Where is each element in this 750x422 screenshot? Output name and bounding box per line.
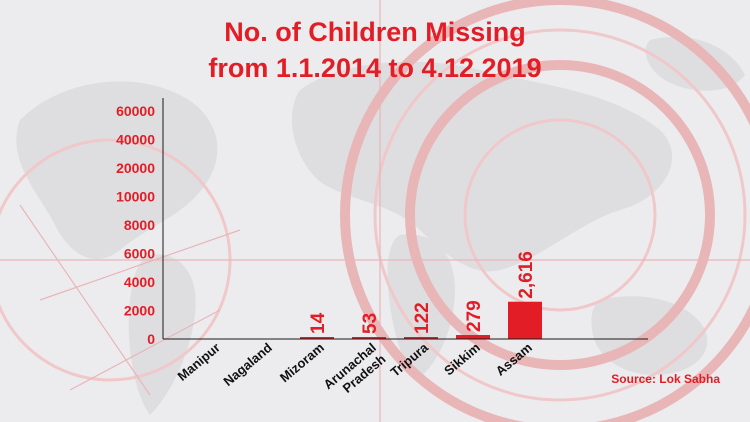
y-tick-label: 20000: [116, 160, 155, 176]
y-tick-label: 60000: [116, 103, 155, 119]
chart-title: No. of Children Missing from 1.1.2014 to…: [0, 14, 750, 86]
data-label: 2,616: [516, 251, 537, 299]
x-tick-label: ArunachalPradesh: [321, 340, 389, 404]
y-axis-tick-labels: 0 2000 4000 6000 8000 10000 20000 40000 60000: [116, 103, 155, 347]
bars: [300, 301, 542, 339]
bar: [456, 335, 490, 339]
data-label: 279: [464, 300, 485, 332]
data-label: 122: [412, 302, 433, 334]
y-tick-label: 4000: [124, 274, 155, 290]
bar: [352, 337, 386, 339]
x-tick-label: Tripura: [388, 339, 432, 379]
data-labels: 14 53 122 279 2,616: [308, 251, 537, 334]
bar: [300, 337, 334, 339]
source-note: Source: Lok Sabha: [611, 372, 720, 386]
x-tick-label: Assam: [493, 340, 535, 379]
x-tick-label: Manipur: [175, 340, 223, 384]
y-tick-label: 8000: [124, 217, 155, 233]
y-tick-label: 2000: [124, 303, 155, 319]
y-tick-label: 6000: [124, 246, 155, 262]
x-tick-label: Mizoram: [277, 340, 327, 385]
y-tick-label: 10000: [116, 189, 155, 205]
data-label: 53: [360, 313, 381, 334]
y-tick-label: 40000: [116, 132, 155, 148]
chart-title-line-2: from 1.1.2014 to 4.12.2019: [208, 53, 542, 83]
bar: [404, 337, 438, 339]
data-label: 14: [308, 312, 329, 334]
y-tick-label: 0: [147, 331, 155, 347]
x-tick-label: Nagaland: [220, 340, 275, 389]
chart-title-line-1: No. of Children Missing: [224, 17, 526, 47]
x-tick-label: Sikkim: [441, 340, 483, 378]
bar: [508, 301, 542, 339]
